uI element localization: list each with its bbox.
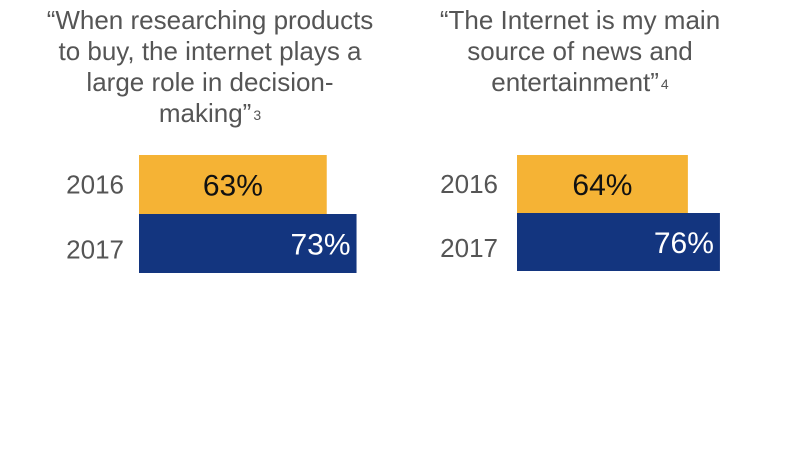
bar-2016 [517,155,688,213]
chart-title-text: “When researching products to buy, the i… [46,5,374,128]
bar-2017 [517,213,720,271]
bar-chart: 2016 64% 2017 76% [440,155,720,271]
bar-chart: 2016 63% 2017 73% [66,155,357,273]
chart-title-text: “The Internet is my main source of news … [439,5,721,97]
data-label: 73% [290,229,350,262]
data-label: 63% [203,170,263,203]
data-label: 64% [572,169,632,202]
chart-title: “The Internet is my main source of news … [420,5,740,98]
footnote-marker: 4 [660,76,669,92]
chart-panel-news-entertainment: “The Internet is my main source of news … [420,0,800,450]
bar-2016 [139,155,327,214]
bar-2017 [139,214,357,273]
category-label: 2016 [440,169,498,199]
category-label: 2016 [66,170,124,200]
category-label: 2017 [440,233,498,263]
footnote-marker: 3 [253,107,262,123]
chart-panel-decision-making: “When researching products to buy, the i… [40,5,380,273]
category-label: 2017 [66,235,124,265]
data-label: 76% [654,227,714,260]
chart-title: “When researching products to buy, the i… [40,5,380,129]
